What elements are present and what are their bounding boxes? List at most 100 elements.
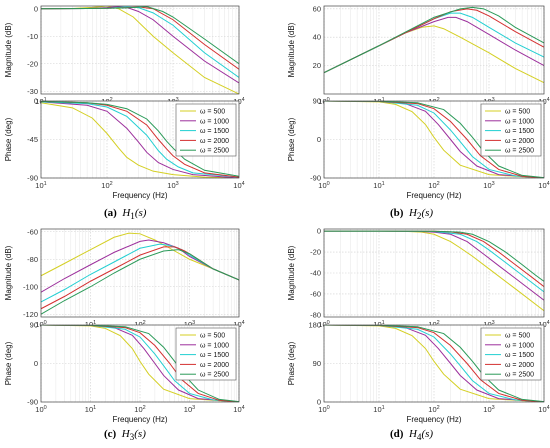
x-tick-label: 101 — [85, 320, 96, 329]
x-tick-label: 101 — [373, 405, 384, 414]
legend-label-3: ω = 1500 — [200, 352, 229, 359]
y-axis-label: Magnitude (dB) — [4, 245, 13, 300]
axes-box — [40, 100, 240, 179]
series-line-5 — [324, 230, 544, 282]
legend-label-5: ω = 2500 — [200, 148, 229, 155]
series-line-5 — [324, 101, 544, 178]
y-tick-label: 0 — [317, 398, 321, 407]
legend-label-1: ω = 500 — [200, 109, 225, 116]
caption-a: (a) H1(s) — [104, 207, 147, 222]
y-tick-label: 90 — [313, 359, 321, 368]
y-tick-label: 90 — [30, 321, 38, 330]
y-tick-label: -80 — [310, 310, 321, 319]
series-line-3 — [324, 325, 544, 402]
x-tick-label: 102 — [134, 405, 145, 414]
series-line-4 — [41, 325, 239, 402]
y-tick-label: -60 — [310, 289, 321, 298]
y-axis-label: Phase (deg) — [4, 341, 13, 385]
legend-label-3: ω = 1500 — [505, 352, 534, 359]
series-line-5 — [324, 6, 544, 74]
subplot-b-magnitude: 100101102103104204060Magnitude (dB) — [287, 4, 550, 106]
series-line-3 — [324, 101, 544, 178]
legend: ω = 500 ω = 1000 ω = 1500 ω = 2000 ω = 2500 — [175, 103, 237, 157]
series-line-5 — [41, 249, 239, 315]
x-tick-label: 102 — [101, 181, 112, 190]
legend-label-5: ω = 2500 — [200, 372, 229, 379]
x-tick-label: 102 — [428, 320, 439, 329]
axes-box — [40, 228, 240, 318]
x-tick-label: 104 — [538, 405, 549, 414]
legend-box — [175, 327, 237, 381]
x-tick-label: 102 — [428, 181, 439, 190]
legend: ω = 500 ω = 1000 ω = 1500 ω = 2000 ω = 2500 — [480, 327, 542, 381]
legend-label-4: ω = 2000 — [200, 362, 229, 369]
series-line-3 — [41, 101, 239, 178]
x-tick-label: 101 — [35, 97, 46, 106]
legend-box — [480, 103, 542, 157]
legend-box — [480, 327, 542, 381]
x-tick-label: 100 — [318, 97, 329, 106]
legend-label-3: ω = 1500 — [505, 128, 534, 135]
y-tick-label: 180 — [308, 321, 321, 330]
legend-label-4: ω = 2000 — [505, 138, 534, 145]
legend-label-2: ω = 1000 — [505, 342, 534, 349]
x-tick-label: 103 — [483, 405, 494, 414]
series-line-5 — [41, 101, 239, 177]
subplot-b-phase: 100 101 102 103 104 -90 0 90 Phase (deg) Frequenc… — [287, 97, 550, 201]
axes-box — [40, 324, 240, 403]
y-tick-label: 0 — [34, 359, 38, 368]
x-tick-label: 101 — [373, 320, 384, 329]
y-tick-label: 0 — [317, 227, 321, 236]
plot-area — [41, 6, 239, 94]
x-axis-label: Frequency (Hz) — [112, 415, 167, 424]
legend: ω = 500 ω = 1000 ω = 1500 ω = 2000 ω = 2500 — [480, 103, 542, 157]
y-tick-label: -30 — [27, 87, 38, 96]
axes-box — [323, 100, 545, 179]
x-tick-label: 100 — [318, 320, 329, 329]
series-line-3 — [41, 325, 239, 402]
legend-label-2: ω = 1000 — [200, 342, 229, 349]
axes-box — [323, 5, 545, 95]
legend-label-1: ω = 500 — [200, 333, 225, 340]
x-tick-label: 100 — [318, 405, 329, 414]
y-tick-label: -120 — [23, 310, 38, 319]
y-tick-label: 60 — [313, 4, 321, 13]
y-axis-label: Phase (deg) — [287, 117, 296, 161]
series-line-1 — [41, 232, 239, 281]
y-tick-label: 0 — [34, 4, 38, 13]
y-axis-label: Magnitude (dB) — [4, 22, 13, 77]
y-tick-label: -10 — [27, 32, 38, 41]
y-tick-label: -45 — [27, 135, 38, 144]
x-tick-label: 103 — [167, 181, 178, 190]
y-tick-label: -90 — [27, 174, 38, 183]
x-tick-label: 103 — [184, 405, 195, 414]
series-line-5 — [41, 6, 239, 65]
series-line-4 — [324, 325, 544, 402]
legend-label-5: ω = 2500 — [505, 148, 534, 155]
legend: ω = 500 ω = 1000 ω = 1500 ω = 2000 ω = 2500 — [175, 327, 237, 381]
series-line-1 — [324, 101, 544, 178]
legend-label-3: ω = 1500 — [200, 128, 229, 135]
axes-box — [40, 5, 240, 95]
subplot-d-phase: 100 101 102 103 104 0 90 180 Phase (deg) Frequenc… — [287, 321, 550, 425]
legend-label-1: ω = 500 — [505, 109, 530, 116]
caption-d: (d) H4(s) — [390, 428, 434, 443]
legend-label-1: ω = 500 — [505, 333, 530, 340]
x-tick-label: 101 — [85, 405, 96, 414]
y-tick-label: -100 — [23, 282, 38, 291]
x-tick-label: 102 — [134, 320, 145, 329]
x-axis-label: Frequency (Hz) — [112, 191, 167, 200]
x-tick-label: 104 — [233, 181, 244, 190]
y-tick-label: 90 — [313, 97, 321, 106]
axes-box — [323, 228, 545, 318]
x-axis-label: Frequency (Hz) — [406, 415, 461, 424]
x-tick-label: 104 — [233, 405, 244, 414]
series-line-3 — [41, 243, 239, 303]
subplot-d-magnitude: 100 101 102 103 104 -80 -60 -40 -20 0 Magnitude (d… — [287, 227, 550, 329]
series-line-1 — [41, 102, 239, 178]
y-tick-label: -90 — [27, 398, 38, 407]
x-tick-label: 100 — [35, 320, 46, 329]
series-line-1 — [41, 325, 239, 402]
